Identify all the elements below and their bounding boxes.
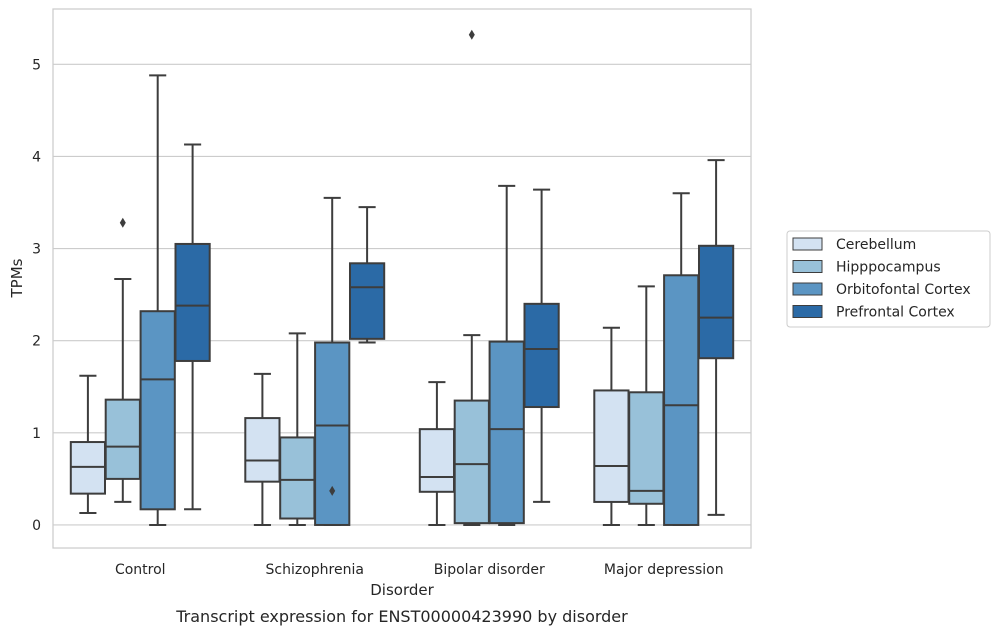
box-1-1 bbox=[279, 332, 316, 526]
outlier-point bbox=[329, 485, 336, 496]
y-tick-label: 3 bbox=[32, 242, 41, 258]
y-tick-label: 5 bbox=[32, 57, 41, 73]
box-1-2 bbox=[314, 196, 351, 526]
legend: Cerebellum Hipppocampus Orbitofontal Corte… bbox=[786, 230, 991, 328]
legend-label: Prefrontal Cortex bbox=[836, 305, 955, 321]
legend-swatch bbox=[792, 260, 823, 273]
box-iqr bbox=[104, 398, 141, 480]
box-0-1 bbox=[104, 217, 141, 503]
box-0-0 bbox=[69, 374, 107, 514]
box-iqr bbox=[593, 389, 630, 503]
box-iqr bbox=[348, 262, 386, 340]
box-iqr bbox=[523, 302, 560, 409]
x-axis-ticks: Control Schizophrenia Bipolar disorder Majo… bbox=[115, 562, 724, 578]
plot-frame bbox=[52, 8, 752, 549]
legend-label: Cerebellum bbox=[836, 237, 916, 253]
outlier-point bbox=[468, 29, 475, 40]
box-1-0 bbox=[244, 372, 281, 526]
box-1-3 bbox=[348, 206, 386, 344]
chart-caption: Transcript expression for ENST0000042399… bbox=[175, 607, 628, 626]
box-3-1 bbox=[628, 285, 665, 526]
box-iqr bbox=[174, 242, 211, 362]
box-2-3 bbox=[523, 188, 560, 503]
x-tick-label: Schizophrenia bbox=[266, 562, 364, 578]
box-3-0 bbox=[593, 326, 630, 526]
box-iqr bbox=[628, 391, 665, 505]
y-axis-label: TPMs bbox=[8, 258, 26, 298]
box-0-3 bbox=[174, 143, 211, 511]
x-axis-label: Disorder bbox=[370, 581, 434, 599]
x-tick-label: Control bbox=[115, 562, 166, 578]
box-2-2 bbox=[488, 184, 525, 526]
legend-frame bbox=[786, 230, 991, 328]
plot-boxes bbox=[69, 29, 735, 526]
y-tick-label: 1 bbox=[32, 426, 41, 442]
outlier-point bbox=[119, 217, 126, 228]
box-2-0 bbox=[418, 381, 456, 526]
box-iqr bbox=[279, 436, 316, 520]
y-tick-label: 2 bbox=[32, 334, 41, 350]
box-iqr bbox=[139, 310, 176, 511]
box-2-1 bbox=[453, 29, 490, 526]
box-0-2 bbox=[139, 74, 176, 526]
y-tick-label: 0 bbox=[32, 518, 41, 534]
box-iqr bbox=[453, 399, 490, 525]
box-iqr bbox=[697, 244, 735, 360]
legend-swatch bbox=[792, 282, 823, 296]
box-iqr bbox=[244, 417, 281, 483]
x-tick-label: Major depression bbox=[604, 562, 724, 578]
box-iqr bbox=[488, 340, 525, 525]
box-iqr bbox=[418, 428, 456, 493]
legend-swatch bbox=[792, 305, 823, 318]
box-3-2 bbox=[663, 192, 700, 526]
legend-swatch bbox=[792, 237, 823, 251]
y-tick-label: 4 bbox=[32, 149, 41, 165]
box-iqr bbox=[314, 341, 351, 526]
legend-label: Hipppocampus bbox=[836, 260, 941, 276]
box-3-3 bbox=[697, 159, 735, 516]
x-tick-label: Bipolar disorder bbox=[434, 562, 545, 578]
legend-label: Orbitofontal Cortex bbox=[836, 282, 971, 298]
box-iqr bbox=[663, 274, 700, 526]
y-axis-ticks: 0 1 2 3 4 5 bbox=[32, 57, 41, 534]
